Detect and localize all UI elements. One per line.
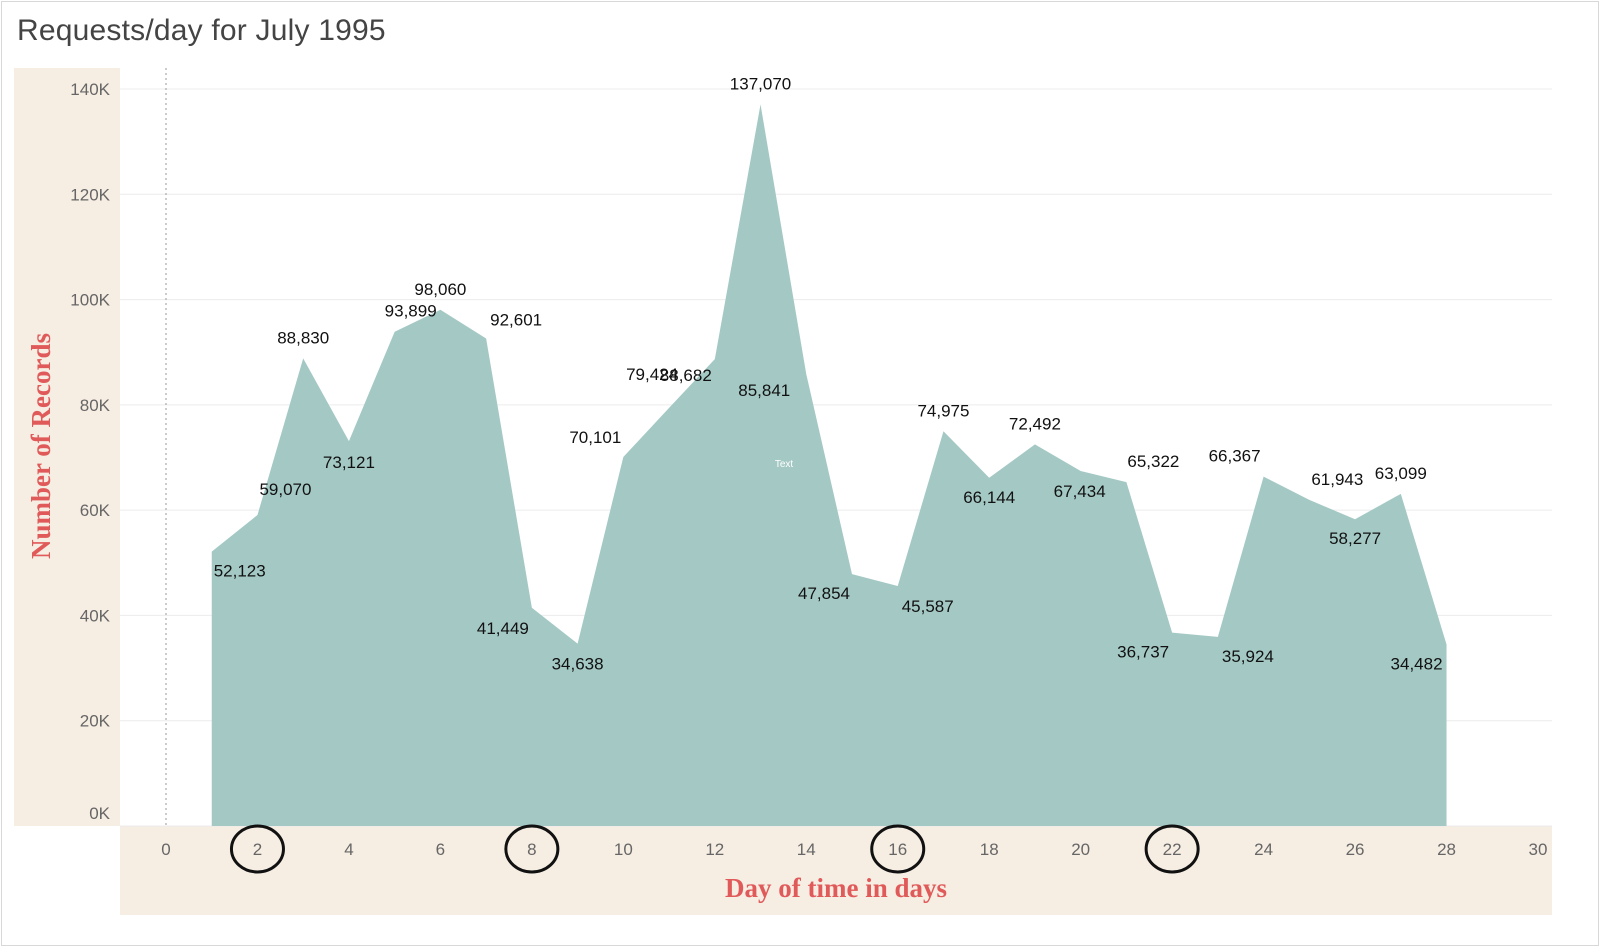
- x-tick-label: 22: [1163, 840, 1182, 859]
- data-label: 98,060: [414, 280, 466, 299]
- data-label: 72,492: [1009, 414, 1061, 433]
- y-tick-label: 100K: [70, 291, 110, 310]
- x-tick-label: 12: [705, 840, 724, 859]
- x-tick-label: 26: [1346, 840, 1365, 859]
- data-label: 58,277: [1329, 529, 1381, 548]
- data-label: 66,144: [963, 488, 1015, 507]
- x-tick-label: 8: [527, 840, 536, 859]
- x-tick-label: 14: [797, 840, 816, 859]
- data-label: 73,121: [323, 453, 375, 472]
- area-series: [211, 104, 1447, 826]
- chart-title: Requests/day for July 1995: [17, 14, 386, 47]
- circled-tick-marker: [1144, 824, 1200, 874]
- circled-tick-marker: [504, 824, 560, 874]
- data-label: 92,601: [490, 311, 542, 330]
- x-tick-label: 6: [436, 840, 445, 859]
- data-label: 52,123: [214, 562, 266, 581]
- x-tick-label: 18: [980, 840, 999, 859]
- x-tick-label: 24: [1254, 840, 1273, 859]
- x-tick-label: 4: [344, 840, 353, 859]
- y-tick-label: 140K: [70, 80, 110, 99]
- y-tick-label: 60K: [80, 501, 111, 520]
- data-label: 137,070: [730, 74, 791, 93]
- data-label: 88,830: [277, 328, 329, 347]
- data-label: 41,449: [477, 619, 529, 638]
- data-label: 93,899: [385, 302, 437, 321]
- data-label: 79,424: [626, 365, 678, 384]
- data-label: 36,737: [1117, 643, 1169, 662]
- x-tick-label: 30: [1529, 840, 1548, 859]
- data-label: 85,841: [738, 381, 790, 400]
- y-axis-title: Number of Records: [26, 333, 56, 559]
- x-tick-label: 16: [888, 840, 907, 859]
- y-tick-label: 20K: [80, 712, 111, 731]
- data-label: 35,924: [1222, 647, 1274, 666]
- x-tick-label: 20: [1071, 840, 1090, 859]
- circled-tick-marker: [229, 824, 285, 874]
- data-label: 34,482: [1391, 654, 1443, 673]
- x-axis-panel: [120, 826, 1552, 915]
- y-tick-label: 40K: [80, 606, 111, 625]
- circled-tick-marker: [870, 824, 926, 874]
- x-tick-label: 28: [1437, 840, 1456, 859]
- y-tick-label: 80K: [80, 396, 111, 415]
- data-label: 65,322: [1127, 452, 1179, 471]
- data-label: 34,638: [552, 655, 604, 674]
- data-label: 67,434: [1054, 482, 1106, 501]
- x-tick-label: 2: [253, 840, 262, 859]
- data-label: 61,943: [1311, 470, 1363, 489]
- y-tick-label: 120K: [70, 185, 110, 204]
- data-label: 88,682: [660, 366, 712, 385]
- x-tick-label: 10: [614, 840, 633, 859]
- data-label: 45,587: [902, 597, 954, 616]
- text-annotation: Text: [775, 459, 794, 470]
- data-label: 63,099: [1375, 464, 1427, 483]
- y-tick-label: 0K: [89, 804, 110, 823]
- y-axis-panel: [14, 68, 120, 826]
- data-label: 47,854: [798, 584, 850, 603]
- x-tick-label: 0: [161, 840, 170, 859]
- data-label: 59,070: [259, 480, 311, 499]
- data-label: 66,367: [1209, 447, 1261, 466]
- data-label: 70,101: [569, 428, 621, 447]
- x-axis-title: Day of time in days: [725, 873, 947, 903]
- data-label: 74,975: [917, 401, 969, 420]
